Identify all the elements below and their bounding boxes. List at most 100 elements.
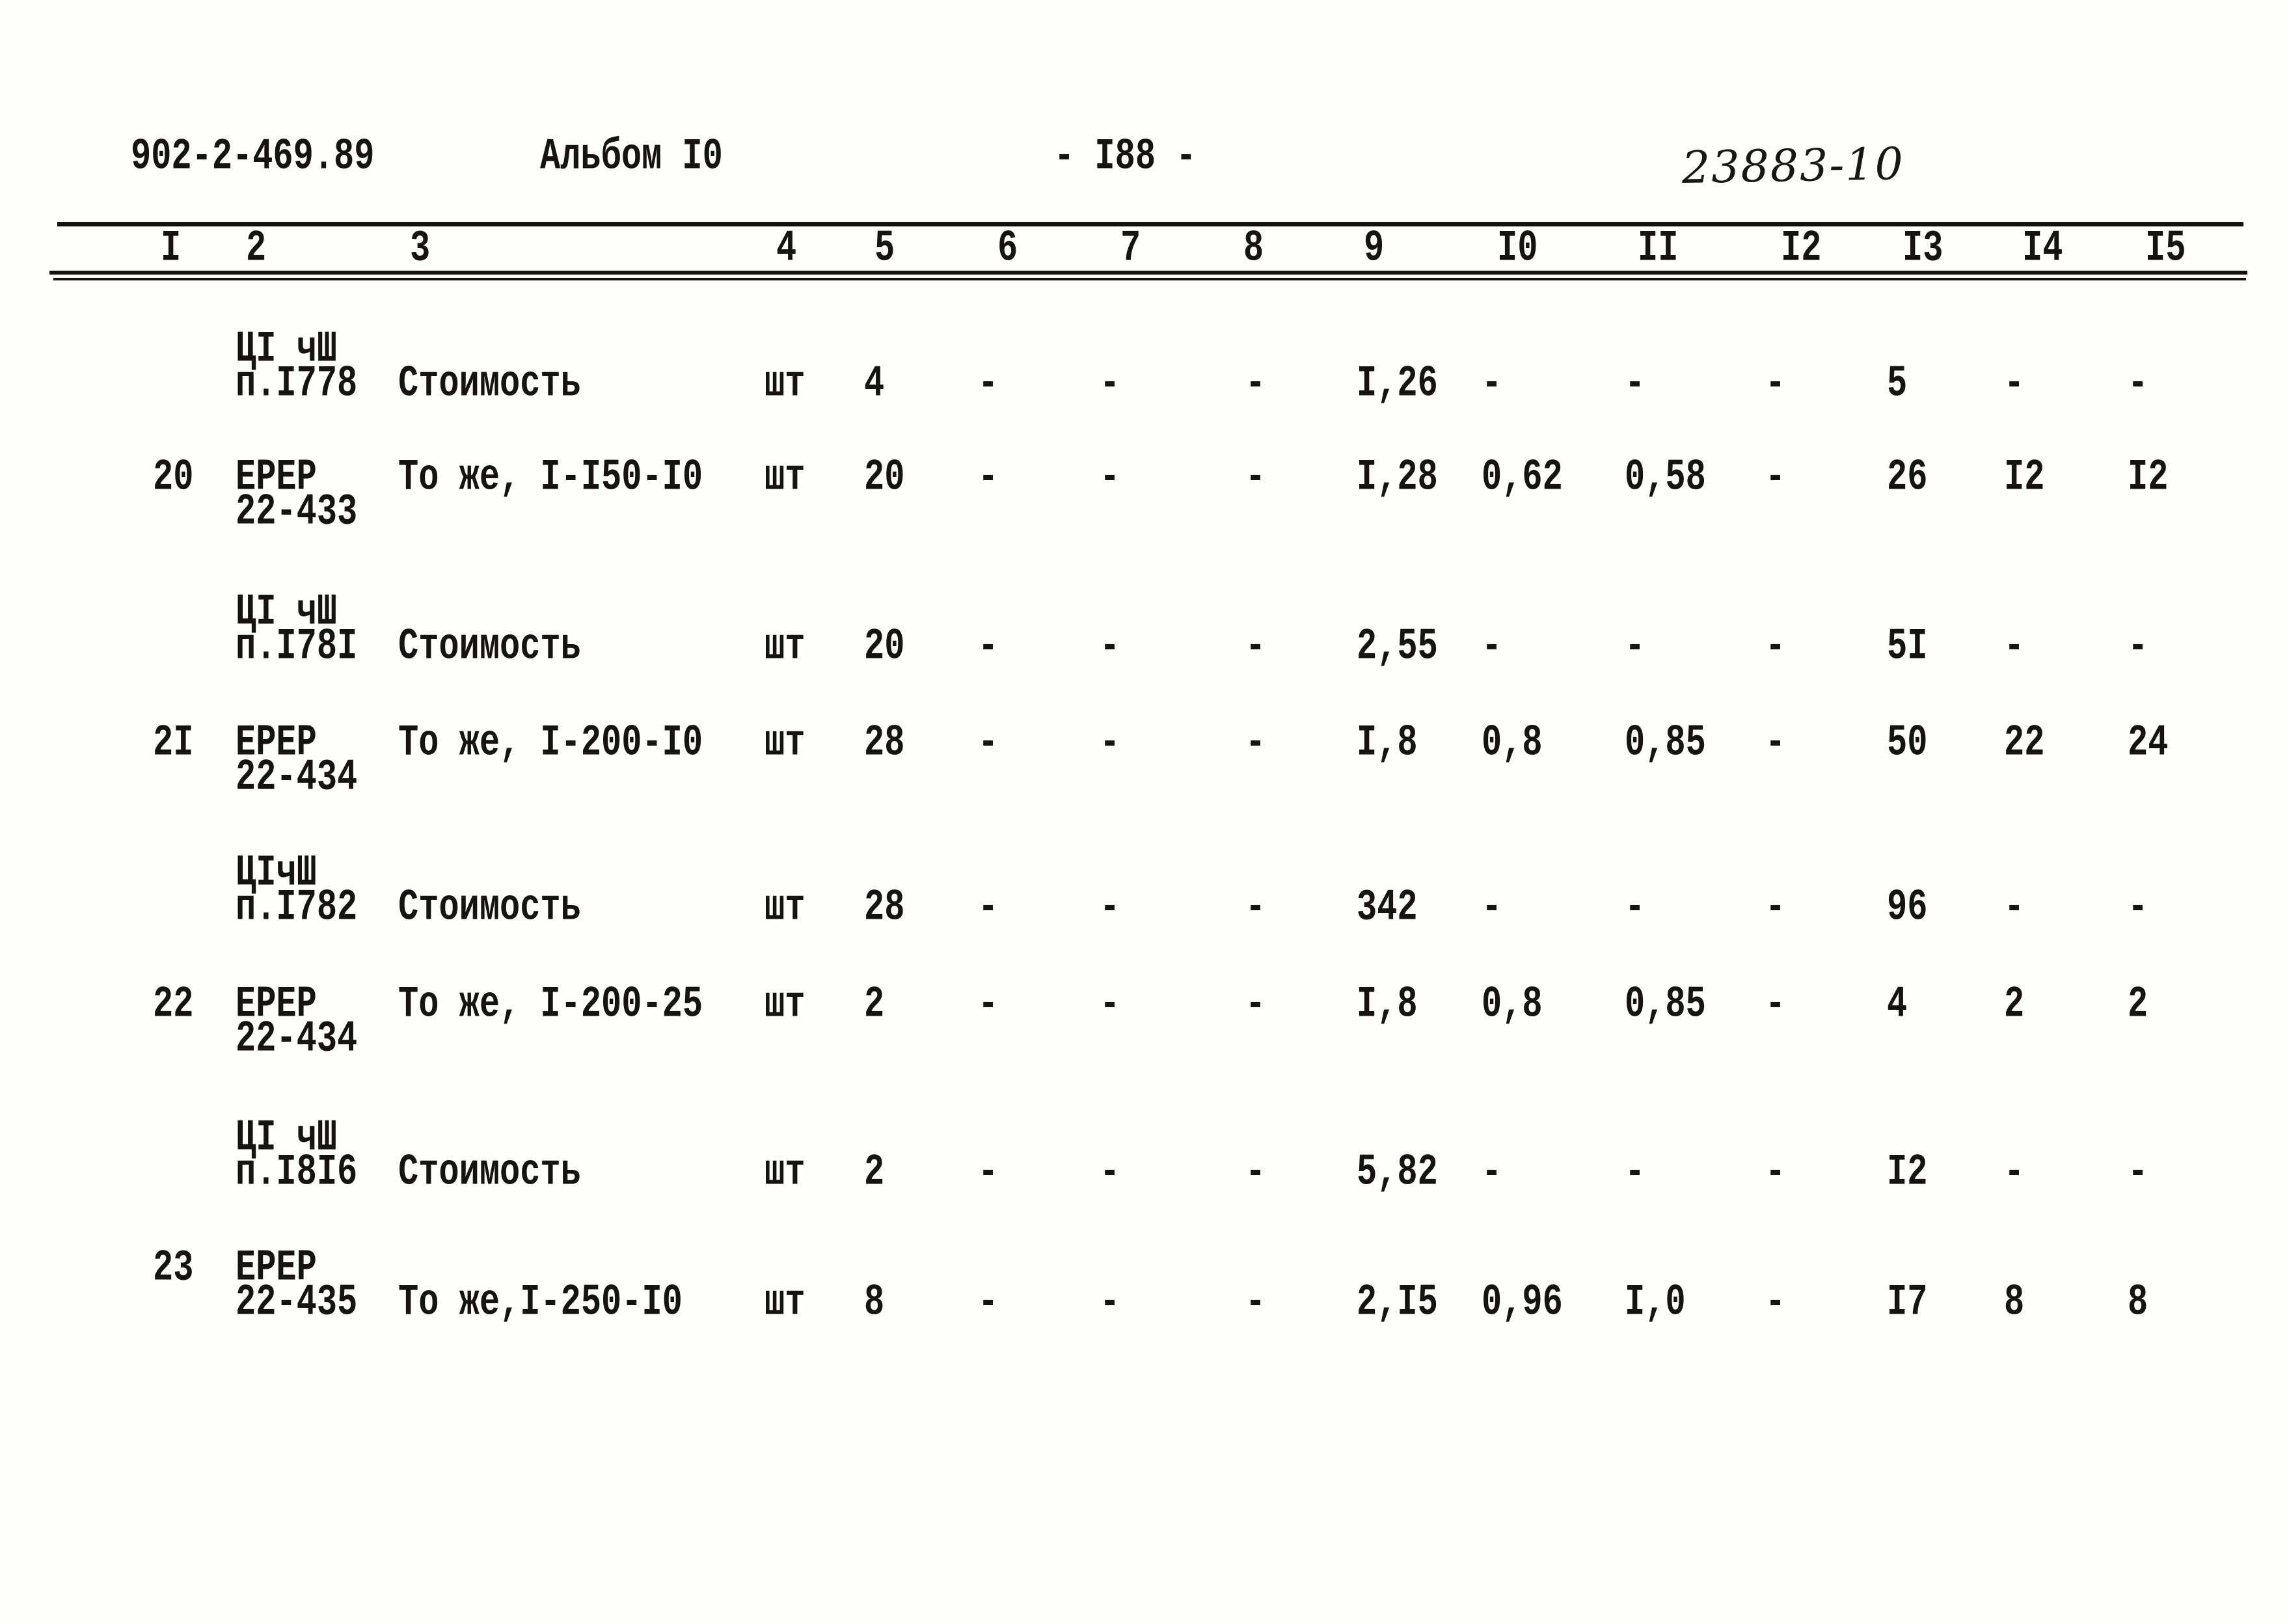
column-header-9: 9	[1364, 223, 1385, 274]
cell-r7-c8: -	[1245, 1147, 1266, 1198]
cell-r3-c12: -	[1765, 621, 1786, 672]
cell-r4-c11: 0,85	[1625, 718, 1706, 768]
cell-r4-c7: -	[1100, 718, 1120, 768]
column-header-7: 7	[1120, 223, 1141, 274]
cell-r4-c9: I,8	[1357, 718, 1418, 768]
cell-r6-c6: -	[978, 979, 999, 1030]
cell-r2-c12: -	[1765, 452, 1786, 503]
cell-r2-c14: I2	[2004, 452, 2045, 503]
cell-r4-c10: 0,8	[1482, 718, 1543, 768]
table-header-bottom-rule	[49, 271, 2247, 275]
cell-r4-c3: То же, I-200-I0	[398, 718, 703, 768]
cell-r5-c13: 96	[1887, 882, 1928, 933]
cell-r1-c12: -	[1765, 359, 1786, 409]
cell-r5-c5: 28	[864, 882, 905, 933]
cell-r6-c15: 2	[2128, 979, 2148, 1030]
cell-r7-c2: ЦI чШ	[236, 1113, 338, 1163]
cell-r8-c1: 23	[153, 1243, 194, 1293]
cell-r7-c7: -	[1100, 1147, 1120, 1198]
cell-r7-c10: -	[1482, 1147, 1502, 1198]
cell-r5-c7: -	[1100, 882, 1120, 933]
cell-r8-c8: -	[1245, 1277, 1266, 1328]
cell-r6-c12: -	[1765, 979, 1786, 1030]
cell-r8-c6: -	[978, 1277, 999, 1328]
cell-r1-c10: -	[1482, 359, 1502, 409]
cell-r3-c7: -	[1100, 621, 1120, 672]
cell-r1-c2: п.I778	[236, 359, 358, 409]
cell-r2-c15: I2	[2128, 452, 2169, 503]
column-header-6: 6	[997, 223, 1018, 274]
cell-r5-c11: -	[1625, 882, 1646, 933]
cell-r7-c6: -	[978, 1147, 999, 1198]
cell-r7-c5: 2	[864, 1147, 885, 1198]
cell-r1-c7: -	[1100, 359, 1120, 409]
cell-r2-c1: 20	[153, 452, 194, 503]
cell-r7-c12: -	[1765, 1147, 1786, 1198]
cell-r8-c7: -	[1100, 1277, 1120, 1328]
cell-r5-c2: п.I782	[236, 882, 358, 933]
cell-r5-c6: -	[978, 882, 999, 933]
cell-r8-c13: I7	[1887, 1277, 1928, 1328]
cell-r3-c9: 2,55	[1357, 621, 1438, 672]
cell-r6-c10: 0,8	[1482, 979, 1543, 1030]
cell-r2-c3: То же, I-I50-I0	[398, 452, 703, 503]
cell-r8-c3: То же,I-250-I0	[398, 1277, 683, 1328]
cell-r8-c4: шт	[765, 1277, 806, 1328]
cell-r4-c14: 22	[2004, 718, 2045, 768]
cell-r2-c2: 22-433	[236, 487, 358, 537]
cell-r1-c6: -	[978, 359, 999, 409]
cell-r1-c9: I,26	[1357, 359, 1438, 409]
page-number: - I88 -	[1054, 131, 1197, 182]
column-header-1: I	[161, 223, 182, 274]
cell-r3-c10: -	[1482, 621, 1502, 672]
column-header-12: I2	[1781, 223, 1822, 274]
cell-r5-c12: -	[1765, 882, 1786, 933]
cell-r3-c14: -	[2004, 621, 2025, 672]
cell-r3-c2: п.I78I	[236, 621, 358, 672]
cell-r5-c3: Стоимость	[398, 882, 581, 933]
cell-r3-c6: -	[978, 621, 999, 672]
cell-r1-c4: шт	[765, 359, 806, 409]
cell-r2-c13: 26	[1887, 452, 1928, 503]
cell-r3-c15: -	[2128, 621, 2148, 672]
cell-r5-c2: ЦIчШ	[236, 848, 317, 899]
cell-r3-c13: 5I	[1887, 621, 1928, 672]
cell-r5-c9: 342	[1357, 882, 1418, 933]
cell-r6-c8: -	[1245, 979, 1266, 1030]
cell-r4-c6: -	[978, 718, 999, 768]
cell-r5-c10: -	[1482, 882, 1502, 933]
column-header-2: 2	[246, 223, 267, 274]
cell-r4-c13: 50	[1887, 718, 1928, 768]
cell-r6-c3: То же, I-200-25	[398, 979, 703, 1030]
cell-r7-c3: Стоимость	[398, 1147, 581, 1198]
cell-r8-c15: 8	[2128, 1277, 2148, 1328]
cell-r8-c2: 22-435	[236, 1277, 358, 1328]
column-header-15: I5	[2145, 223, 2186, 274]
cell-r6-c5: 2	[864, 979, 885, 1030]
album-title: Альбом I0	[540, 131, 723, 182]
cell-r1-c13: 5	[1887, 359, 1908, 409]
cell-r3-c11: -	[1625, 621, 1646, 672]
cell-r8-c2: ЕРЕР	[236, 1243, 317, 1293]
column-header-5: 5	[874, 223, 895, 274]
cell-r6-c2: 22-434	[236, 1014, 358, 1064]
cell-r3-c4: шт	[765, 621, 806, 672]
cell-r4-c15: 24	[2128, 718, 2169, 768]
cell-r6-c9: I,8	[1357, 979, 1418, 1030]
cell-r2-c2: ЕРЕР	[236, 452, 317, 503]
cell-r2-c9: I,28	[1357, 452, 1438, 503]
column-header-8: 8	[1243, 223, 1264, 274]
cell-r1-c5: 4	[864, 359, 885, 409]
table-header-bottom-rule-2	[53, 278, 2246, 280]
cell-r5-c4: шт	[765, 882, 806, 933]
cell-r2-c5: 20	[864, 452, 905, 503]
